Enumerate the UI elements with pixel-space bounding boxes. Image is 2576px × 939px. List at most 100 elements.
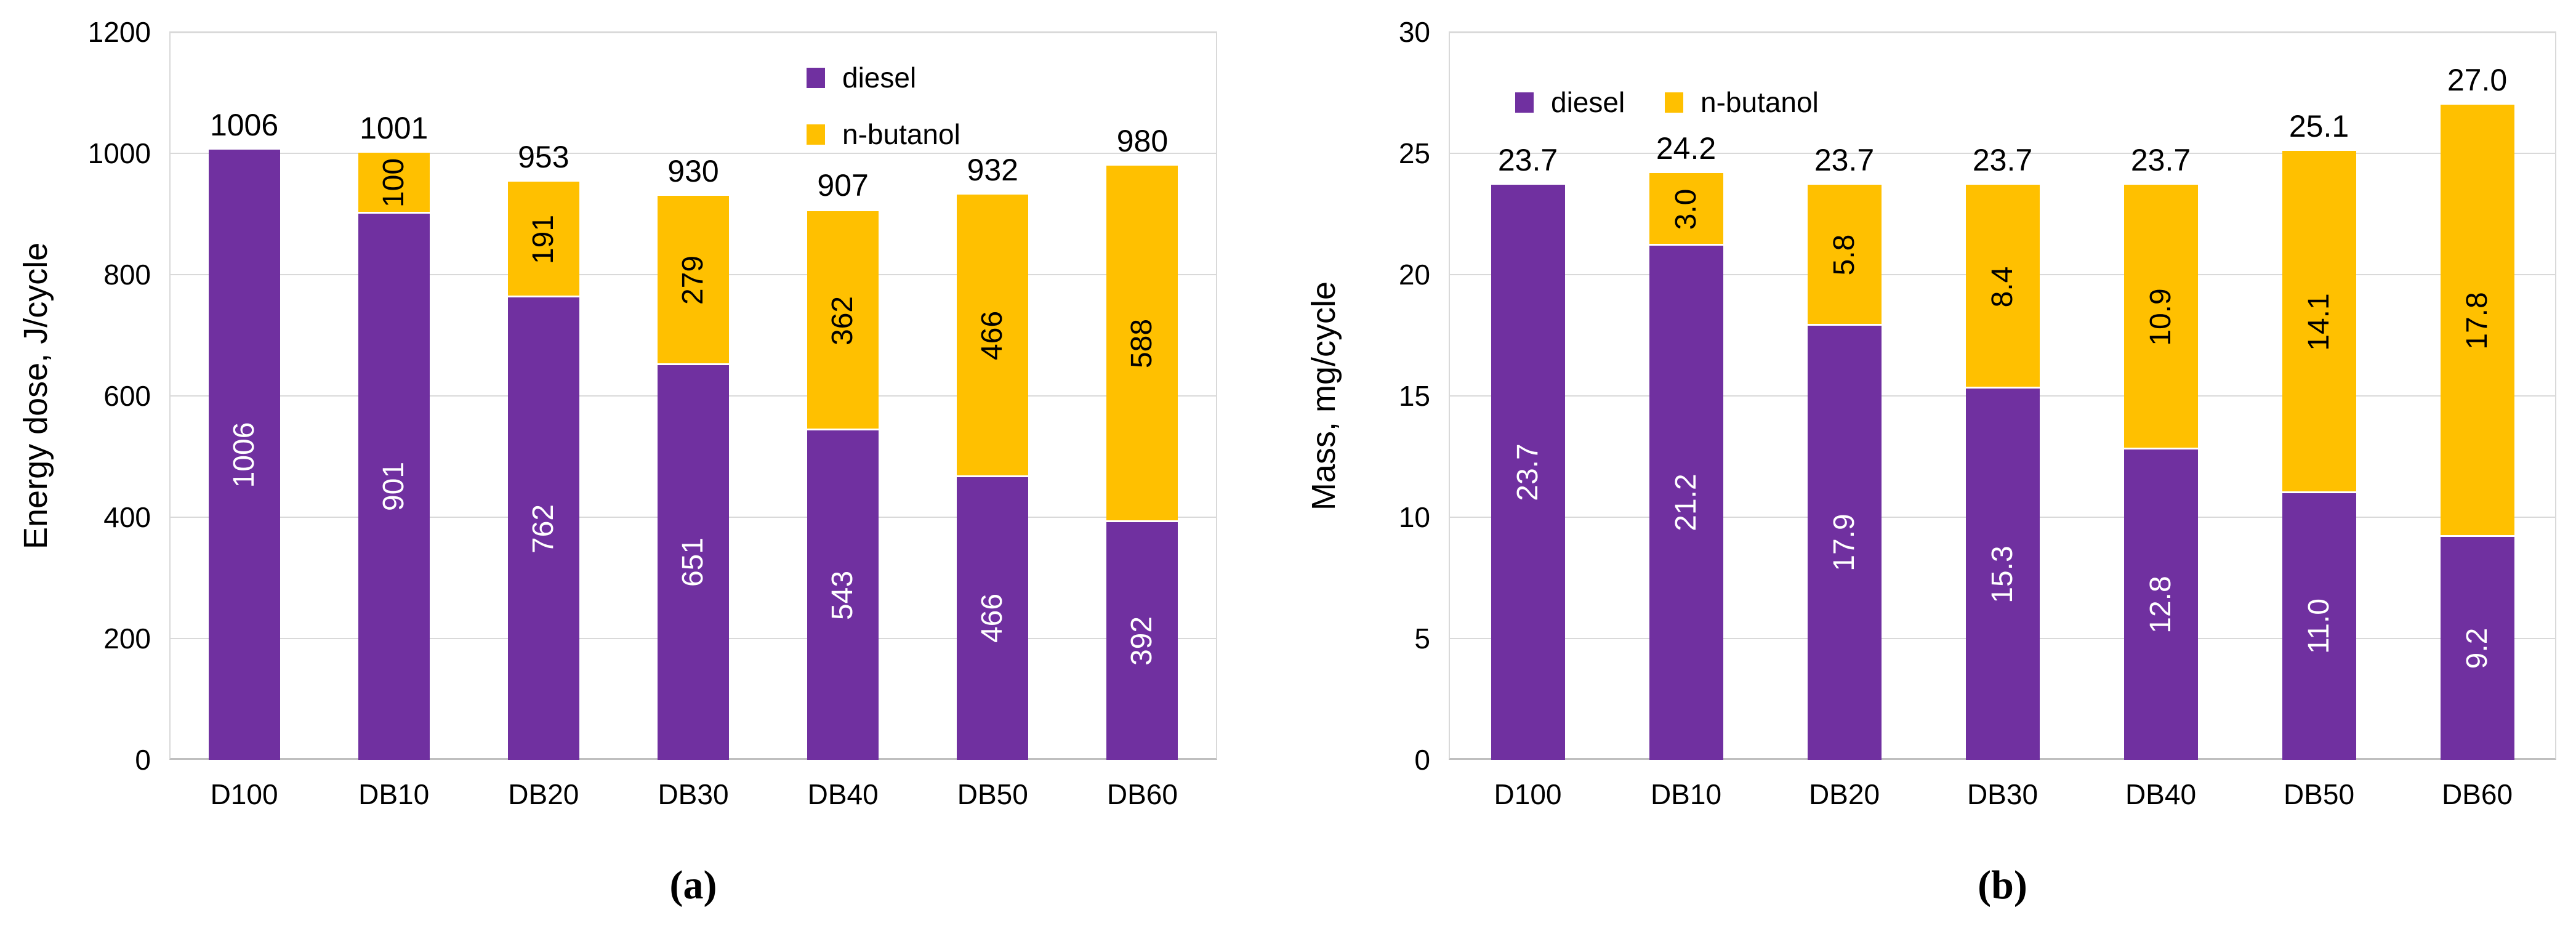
bar-segment-n-butanol (2123, 185, 2198, 449)
bar-total-label: 23.7 (1972, 143, 2033, 178)
bar-segment-n-butanol (1649, 172, 1723, 246)
y-tick-label: 200 (103, 623, 151, 655)
bar-inside-label-n-butanol: 100 (377, 158, 410, 208)
bar-segment-diesel (2282, 493, 2356, 760)
bar-segment-diesel (2440, 536, 2514, 760)
legend-swatch-n_butanol (807, 124, 825, 145)
bar-segment-n-butanol (1106, 165, 1178, 522)
bar-inside-label-diesel: 651 (677, 538, 709, 587)
gridline (169, 153, 1217, 154)
bar-total-label: 980 (1116, 123, 1169, 158)
bar-inside-label-diesel: 23.7 (1511, 443, 1544, 501)
x-tick-label: DB60 (2441, 778, 2513, 810)
bar-total-label: 1001 (360, 111, 429, 145)
legend-swatch-n_butanol (1665, 92, 1683, 113)
x-tick-label: DB10 (358, 778, 430, 810)
legend-label-diesel: diesel (1551, 86, 1625, 118)
bar-inside-label-diesel: 17.9 (1827, 514, 1861, 572)
bar-inside-label-n-butanol: 466 (976, 311, 1009, 361)
legend-item-n-butanol: n-butanol (807, 118, 960, 150)
y-tick-label: 5 (1414, 623, 1430, 655)
bar-total-label: 930 (667, 153, 719, 188)
legend-label-diesel: diesel (842, 62, 917, 94)
bar-inside-label-diesel: 466 (976, 594, 1009, 643)
y-tick-label: 30 (1398, 16, 1430, 48)
x-tick-label: DB10 (1650, 778, 1722, 810)
y-tick-label: 1200 (87, 16, 151, 48)
x-tick-label: DB30 (658, 778, 729, 810)
bar-segment-n-butanol (957, 194, 1029, 477)
y-tick-label: 600 (103, 380, 151, 412)
bar-segment-diesel (358, 213, 430, 760)
bar-segment-diesel (1491, 185, 1565, 760)
figure-caption-a: (a) (669, 863, 717, 908)
bar-segment-n-butanol (358, 153, 430, 214)
bar-segment-diesel (1965, 389, 2040, 760)
legend-label-n_butanol: n-butanol (1701, 86, 1819, 118)
bar-segment-diesel (1807, 325, 1882, 760)
legend-item-n-butanol: n-butanol (1665, 86, 1819, 118)
x-tick-label: DB50 (2283, 778, 2355, 810)
bar-inside-label-n-butanol: 588 (1125, 319, 1159, 369)
bar-segment-diesel (658, 365, 729, 760)
x-tick-label: D100 (210, 778, 278, 810)
bar-inside-label-diesel: 1006 (227, 422, 260, 488)
x-tick-label: DB60 (1106, 778, 1178, 810)
bar-total-label: 932 (967, 152, 1018, 187)
legend-swatch-diesel (1515, 92, 1534, 113)
bar-segment-n-butanol (2440, 105, 2514, 537)
x-tick-label: DB30 (1966, 778, 2039, 810)
bar-inside-label-diesel: 15.3 (1986, 545, 2019, 603)
x-tick-label: DB50 (957, 778, 1028, 810)
x-tick-label: DB40 (2125, 778, 2197, 810)
y-tick-label: 800 (103, 259, 151, 291)
bar-inside-label-diesel: 9.2 (2460, 627, 2493, 669)
legend-item-diesel: diesel (807, 62, 916, 94)
bar-total-label: 25.1 (2288, 109, 2349, 144)
bar-inside-label-n-butanol: 17.8 (2460, 292, 2493, 350)
bar-total-label: 907 (817, 167, 869, 203)
bar-inside-label-diesel: 392 (1125, 616, 1159, 666)
bar-inside-label-diesel: 12.8 (2144, 576, 2177, 634)
x-tick-label: DB20 (508, 778, 579, 810)
bar-segment-diesel (2123, 449, 2198, 760)
bar-inside-label-diesel: 21.2 (1669, 474, 1702, 532)
legend-item-diesel: diesel (1515, 86, 1625, 118)
y-tick-label: 0 (135, 744, 151, 776)
bar-total-label: 23.7 (1814, 143, 1875, 178)
bar-total-label: 23.7 (2130, 143, 2191, 178)
gridline (1449, 31, 2556, 33)
bar-inside-label-n-butanol: 10.9 (2144, 288, 2177, 346)
x-tick-label: DB40 (807, 778, 879, 810)
bar-inside-label-n-butanol: 279 (677, 256, 709, 305)
y-tick-label: 25 (1398, 137, 1430, 169)
bar-segment-diesel (507, 297, 579, 760)
bar-total-label: 24.2 (1656, 131, 1717, 166)
bar-segment-n-butanol (2282, 151, 2356, 493)
bar-segment-n-butanol (807, 211, 879, 431)
bar-segment-diesel (1649, 245, 1723, 760)
bar-inside-label-n-butanol: 8.4 (1986, 266, 2019, 308)
bar-total-label: 23.7 (1497, 143, 1558, 178)
bar-inside-label-n-butanol: 3.0 (1669, 188, 1702, 230)
bar-inside-label-diesel: 543 (826, 570, 859, 620)
bar-inside-label-diesel: 762 (526, 504, 560, 554)
y-tick-label: 10 (1398, 501, 1430, 533)
bar-total-label: 27.0 (2447, 63, 2508, 98)
bar-segment-n-butanol (1807, 185, 1882, 326)
legend-swatch-diesel (807, 67, 825, 88)
y-tick-label: 400 (103, 501, 151, 533)
bar-inside-label-n-butanol: 362 (826, 296, 859, 345)
y-tick-label: 15 (1398, 380, 1430, 412)
bar-total-label: 953 (518, 140, 570, 175)
gridline (1449, 153, 2556, 154)
chart-panel-b: Mass, mg/cycle (b) 0 5 10 15 20 25 30 23.7 23.7 D… (1288, 0, 2576, 939)
legend-label-n_butanol: n-butanol (842, 118, 960, 150)
bar-segment-diesel (807, 430, 879, 760)
bar-segment-n-butanol (507, 182, 579, 298)
bar-segment-diesel (957, 477, 1029, 760)
bar-segment-n-butanol (658, 195, 729, 365)
y-tick-label: 0 (1414, 744, 1430, 776)
gridline (169, 31, 1217, 33)
